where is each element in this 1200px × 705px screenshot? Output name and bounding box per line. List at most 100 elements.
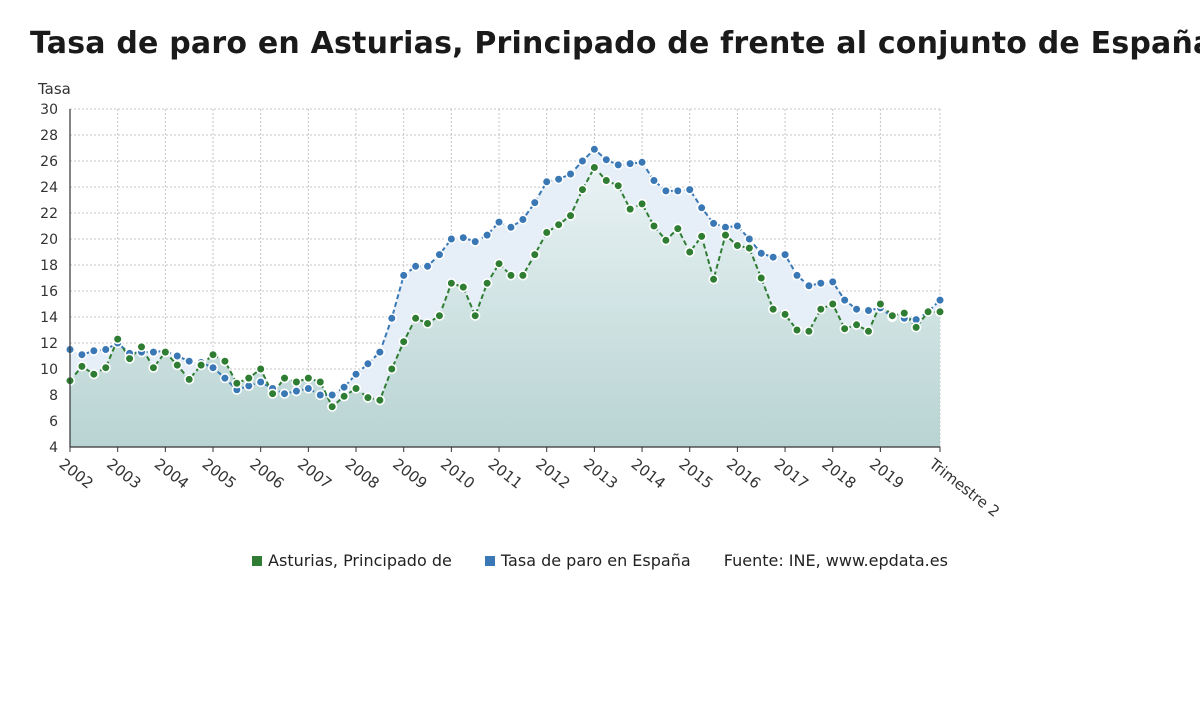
data-point-asturias <box>398 336 409 347</box>
data-point-espana <box>386 313 397 324</box>
data-point-espana <box>756 248 767 259</box>
data-point-asturias <box>434 310 445 321</box>
data-point-espana <box>791 270 803 281</box>
y-tick-label: 10 <box>40 362 58 378</box>
data-point-espana <box>327 389 338 401</box>
data-point-espana <box>744 233 755 245</box>
data-point-asturias <box>553 219 564 230</box>
data-point-espana <box>422 261 433 272</box>
asturias-area <box>70 167 940 447</box>
y-tick-label: 22 <box>40 206 58 222</box>
data-point-asturias <box>529 249 540 260</box>
x-tick-label: Trimestre 2 <box>925 454 1003 521</box>
data-point-espana <box>148 347 159 358</box>
data-point-espana <box>76 349 88 360</box>
data-point-asturias <box>339 391 350 402</box>
data-point-asturias <box>756 272 767 284</box>
data-point-espana <box>172 350 183 362</box>
y-tick-label: 14 <box>40 310 58 326</box>
data-point-asturias <box>720 230 731 241</box>
data-point-asturias <box>696 231 707 242</box>
data-point-espana <box>779 249 791 260</box>
data-point-asturias <box>827 298 838 310</box>
data-point-asturias <box>708 274 719 285</box>
data-point-asturias <box>803 326 815 337</box>
data-point-espana <box>398 270 409 281</box>
data-point-espana <box>851 304 862 315</box>
data-point-asturias <box>124 353 135 364</box>
data-point-espana <box>636 157 648 168</box>
data-point-espana <box>88 345 99 356</box>
data-point-espana <box>708 218 719 229</box>
legend-swatch-asturias <box>252 556 263 566</box>
data-point-espana <box>934 295 946 306</box>
data-point-espana <box>207 362 219 373</box>
x-tick-label: 2018 <box>818 455 859 493</box>
data-point-espana <box>625 158 636 169</box>
data-point-espana <box>100 344 111 355</box>
y-axis-label: Tasa <box>37 80 71 98</box>
data-point-asturias <box>899 308 910 319</box>
data-point-espana <box>529 197 540 208</box>
x-tick-label: 2011 <box>485 455 526 493</box>
legend-label-espana: Tasa de paro en España <box>500 551 691 570</box>
y-tick-label: 26 <box>40 154 58 170</box>
y-tick-label: 18 <box>40 258 58 274</box>
data-point-asturias <box>184 374 195 385</box>
data-point-espana <box>505 222 517 233</box>
data-point-espana <box>863 305 874 316</box>
data-point-espana <box>553 174 564 185</box>
x-tick-label: 2016 <box>723 455 764 493</box>
chart-title: Tasa de paro en Asturias, Principado de … <box>30 26 1200 61</box>
data-point-asturias <box>267 388 278 399</box>
data-point-espana <box>768 252 779 263</box>
data-point-asturias <box>291 376 302 388</box>
data-point-espana <box>493 217 505 228</box>
data-point-asturias <box>231 378 242 389</box>
data-point-espana <box>684 184 695 195</box>
data-point-asturias <box>493 258 505 269</box>
data-point-asturias <box>577 184 588 195</box>
data-point-asturias <box>934 306 946 317</box>
data-point-espana <box>362 358 374 369</box>
data-point-asturias <box>791 324 803 336</box>
data-point-asturias <box>374 395 385 406</box>
legend-swatch-espana <box>484 556 495 566</box>
x-tick-label: 2008 <box>342 455 383 493</box>
data-point-espana <box>434 249 445 260</box>
x-tick-label: 2009 <box>389 455 430 493</box>
data-point-asturias <box>350 383 362 394</box>
data-point-asturias <box>136 341 147 353</box>
data-point-asturias <box>112 334 123 345</box>
legend: Asturias, Principado de Tasa de paro en … <box>0 551 1200 570</box>
data-point-asturias <box>148 362 159 373</box>
x-tick-label: 2014 <box>628 455 669 493</box>
data-point-asturias <box>875 298 886 310</box>
x-tick-label: 2017 <box>771 455 812 493</box>
data-point-asturias <box>911 322 922 333</box>
data-point-asturias <box>172 360 183 371</box>
data-point-asturias <box>279 373 290 384</box>
data-point-asturias <box>327 401 338 412</box>
data-point-asturias <box>684 246 695 258</box>
x-tick-label: 2006 <box>246 455 287 493</box>
x-tick-label: 2004 <box>151 455 192 493</box>
data-point-asturias <box>768 304 779 315</box>
legend-item-asturias[interactable]: Asturias, Principado de <box>252 551 452 570</box>
data-point-espana <box>577 155 588 167</box>
data-point-asturias <box>541 227 552 238</box>
data-point-espana <box>458 232 469 243</box>
data-point-espana <box>291 386 302 397</box>
data-point-asturias <box>863 326 874 337</box>
data-point-espana <box>517 214 528 225</box>
data-point-espana <box>482 230 493 241</box>
y-tick-label: 16 <box>40 284 58 300</box>
data-point-asturias <box>446 278 457 289</box>
legend-item-espana[interactable]: Tasa de paro en España <box>484 551 691 570</box>
axes <box>69 109 941 452</box>
data-point-asturias <box>625 204 636 215</box>
x-tick-label: 2007 <box>294 455 335 493</box>
data-point-asturias <box>636 198 648 209</box>
data-point-asturias <box>779 309 791 320</box>
